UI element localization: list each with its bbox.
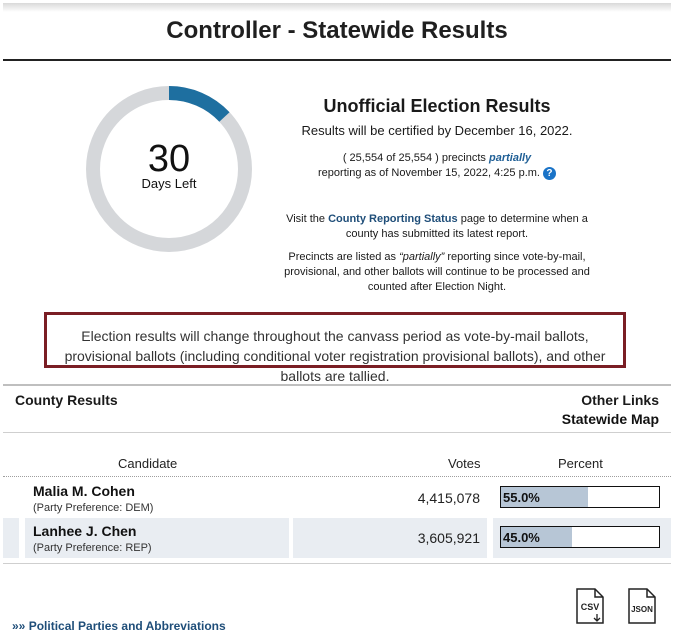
candidate-column-header: Candidate	[118, 456, 178, 471]
percent-bar-fill	[501, 527, 573, 547]
percent-bar-fill	[501, 487, 588, 507]
page-title: Controller - Statewide Results	[166, 17, 508, 44]
countdown-ring	[86, 86, 252, 252]
candidate-votes: 3,605,921	[417, 530, 480, 546]
county-results-link[interactable]: County Results	[15, 392, 118, 408]
table-row: Malia M. Cohen (Party Preference: DEM) 4…	[3, 478, 671, 518]
candidate-name: Lanhee J. Chen	[33, 523, 137, 539]
question-circle-icon[interactable]: ?	[542, 166, 556, 180]
json-label: JSON	[631, 605, 653, 614]
candidate-votes: 4,415,078	[417, 490, 480, 506]
canvass-notice-text: Election results will change throughout …	[64, 328, 606, 384]
percent-column-header: Percent	[558, 456, 603, 471]
percent-bar: 55.0%	[500, 486, 660, 508]
countdown-ring-progress	[86, 86, 252, 252]
title-bar: Controller - Statewide Results	[3, 3, 671, 61]
partial-quote: “partially”	[399, 251, 445, 263]
percent-value: 55.0%	[503, 490, 540, 505]
visit-suffix: page to determine when a county has subm…	[345, 213, 588, 240]
canvass-notice: Election results will change throughout …	[44, 312, 626, 384]
candidate-party: (Party Preference: DEM)	[33, 502, 154, 514]
partial-suffix: reporting since vote-by-mail, provisiona…	[284, 251, 590, 293]
percent-bar: 45.0%	[500, 526, 660, 548]
results-status-title: Unofficial Election Results	[323, 96, 551, 116]
county-reporting-status-link[interactable]: County Reporting Status	[328, 213, 458, 225]
visit-prefix: Visit the	[286, 213, 326, 225]
csv-download-icon[interactable]: CSV	[575, 588, 605, 624]
partial-reporting-note: Precincts are listed as “partially” repo…	[276, 250, 598, 295]
county-reporting-note: Visit the County Reporting Status page t…	[276, 212, 598, 242]
statewide-map-link[interactable]: Statewide Map	[561, 411, 659, 427]
candidate-name: Malia M. Cohen	[33, 483, 135, 499]
certification-date: Results will be certified by December 16…	[301, 123, 573, 138]
percent-value: 45.0%	[503, 530, 540, 545]
days-left-countdown: 30 Days Left	[84, 84, 254, 254]
other-links-heading: Other Links	[581, 392, 659, 408]
votes-column-header: Votes	[448, 456, 481, 471]
results-section-bar: County Results Other Links Statewide Map	[3, 384, 671, 433]
precincts-reporting: ( 25,554 of 25,554 ) precincts partially…	[276, 151, 598, 181]
csv-label: CSV	[581, 602, 600, 612]
political-parties-link[interactable]: »» Political Parties and Abbreviations	[12, 619, 226, 633]
double-chevron-icon: »»	[12, 619, 26, 633]
political-parties-link-text[interactable]: Political Parties and Abbreviations	[28, 619, 226, 633]
precincts-count: ( 25,554 of 25,554 ) precincts	[342, 152, 486, 164]
days-left-number: 30	[147, 138, 191, 180]
candidate-party: (Party Preference: REP)	[33, 542, 152, 554]
reporting-timestamp: reporting as of November 15, 2022, 4:25 …	[318, 167, 540, 179]
json-download-icon[interactable]: JSON	[627, 588, 657, 624]
table-row: Lanhee J. Chen (Party Preference: REP) 3…	[3, 518, 671, 558]
table-divider	[3, 563, 671, 564]
partial-prefix: Precincts are listed as	[288, 251, 397, 263]
results-table-header: Candidate Votes Percent	[3, 448, 671, 477]
days-left-label: Days Left	[141, 176, 197, 191]
partially-emphasis: partially	[488, 152, 532, 164]
